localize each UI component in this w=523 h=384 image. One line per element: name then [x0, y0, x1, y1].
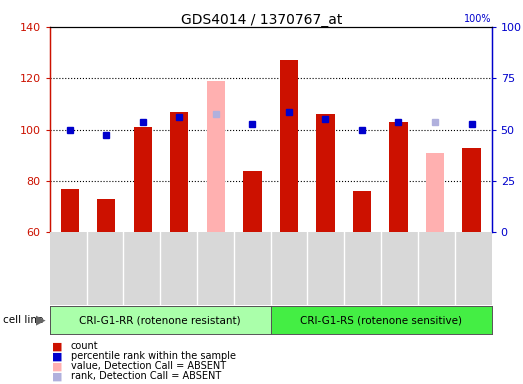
Text: count: count: [71, 341, 98, 351]
Text: CRI-G1-RS (rotenone sensitive): CRI-G1-RS (rotenone sensitive): [300, 315, 462, 325]
Bar: [462, 147, 481, 232]
Bar: [61, 189, 79, 232]
Bar: [280, 60, 298, 232]
Bar: [50, 306, 271, 334]
Text: GDS4014 / 1370767_at: GDS4014 / 1370767_at: [181, 13, 342, 27]
Bar: [243, 170, 262, 232]
Bar: [426, 153, 444, 232]
Bar: [170, 112, 188, 232]
Text: 100%: 100%: [464, 15, 492, 25]
Text: rank, Detection Call = ABSENT: rank, Detection Call = ABSENT: [71, 371, 221, 381]
Bar: [271, 306, 492, 334]
Text: cell line: cell line: [3, 315, 43, 325]
Bar: [207, 81, 225, 232]
Text: ■: ■: [52, 351, 63, 361]
Text: percentile rank within the sample: percentile rank within the sample: [71, 351, 235, 361]
Text: ■: ■: [52, 361, 63, 371]
Bar: [316, 114, 335, 232]
Bar: [353, 191, 371, 232]
Bar: [389, 122, 407, 232]
Text: ■: ■: [52, 371, 63, 381]
Text: ■: ■: [52, 341, 63, 351]
Text: CRI-G1-RR (rotenone resistant): CRI-G1-RR (rotenone resistant): [79, 315, 241, 325]
Text: ▶: ▶: [36, 314, 45, 327]
Bar: [134, 127, 152, 232]
Bar: [97, 199, 116, 232]
Text: value, Detection Call = ABSENT: value, Detection Call = ABSENT: [71, 361, 226, 371]
